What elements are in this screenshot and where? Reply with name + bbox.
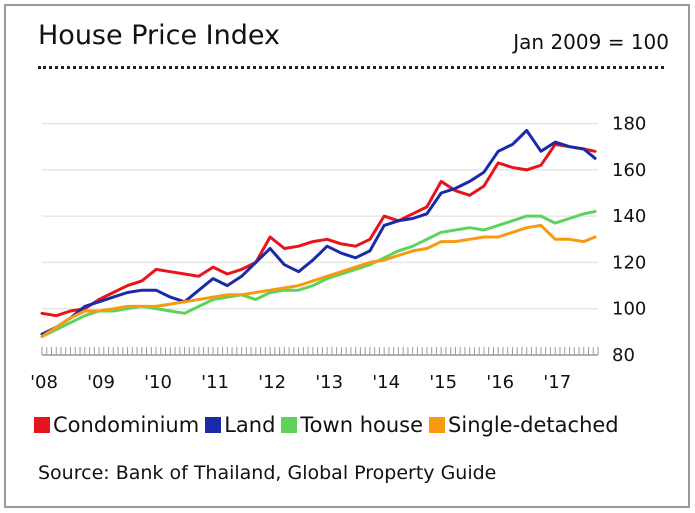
legend-item: Land (205, 413, 275, 437)
y-tick-label: 80 (612, 345, 635, 366)
chart-title: House Price Index (38, 20, 280, 51)
legend-swatch (429, 417, 446, 433)
x-tick-label: '15 (429, 372, 457, 393)
y-tick-label: 140 (612, 206, 646, 227)
series-lines (40, 129, 597, 338)
x-tick-label: '11 (201, 372, 229, 393)
x-tick-label: '08 (30, 372, 58, 393)
legend: Condominium Land Town house Single-detached (34, 413, 674, 437)
legend-label: Single-detached (448, 413, 619, 437)
x-tick-label: '17 (543, 372, 571, 393)
legend-swatch (205, 417, 222, 433)
x-minor-ticks (41, 347, 599, 355)
x-tick-label: '14 (372, 372, 400, 393)
x-tick-label: '12 (258, 372, 286, 393)
y-tick-label: 120 (612, 252, 646, 273)
x-tick-label: '10 (144, 372, 172, 393)
x-tick-label: '16 (486, 372, 514, 393)
y-tick-label: 160 (612, 160, 646, 181)
gridlines (42, 122, 598, 356)
y-tick-label: 180 (612, 114, 646, 135)
x-tick-label: '09 (87, 372, 115, 393)
base-period-note: Jan 2009 = 100 (513, 30, 669, 54)
series-line-condominium (40, 142, 597, 318)
legend-item: Condominium (34, 413, 199, 437)
legend-label: Land (224, 413, 276, 437)
series-line-single-detached (40, 223, 597, 338)
series-line-land (40, 129, 597, 336)
series-line-town-house (40, 210, 597, 338)
legend-item: Single-detached (429, 413, 619, 437)
x-tick-label: '13 (315, 372, 343, 393)
legend-label: Town house (300, 413, 424, 437)
x-tick-labels: '08 '09 '10 '11 '12 '13 '14 '15 '16 '17 (30, 372, 571, 393)
title-divider (38, 66, 664, 69)
y-tick-labels: 80 100 120 140 160 180 (612, 114, 646, 366)
legend-label: Condominium (53, 413, 200, 437)
legend-swatch (34, 417, 50, 433)
legend-swatch (281, 417, 298, 433)
source-note: Source: Bank of Thailand, Global Propert… (38, 462, 497, 484)
y-tick-label: 100 (612, 299, 646, 320)
legend-item: Town house (281, 413, 423, 437)
